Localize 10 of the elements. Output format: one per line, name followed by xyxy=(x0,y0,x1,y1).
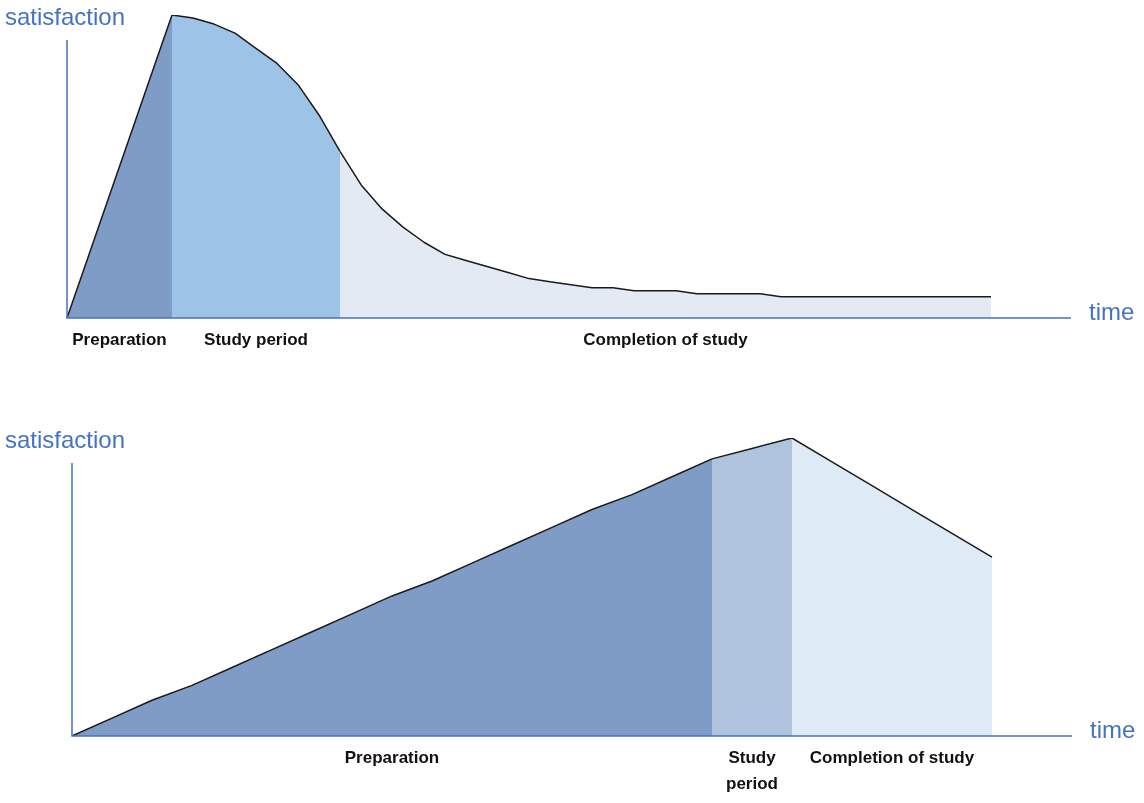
y-axis-title: satisfaction xyxy=(5,2,126,30)
y-axis-title: satisfaction xyxy=(5,425,126,453)
series-label: Preparation xyxy=(344,748,440,768)
x-axis-title: time xyxy=(1089,297,1135,325)
series-label: Completion of study xyxy=(583,330,749,350)
series-label: Completion of study xyxy=(809,748,975,768)
series-label: Study period xyxy=(726,748,778,794)
x-axis-title: time xyxy=(1090,715,1136,743)
series-label: Study period xyxy=(204,330,308,350)
series-label: Preparation xyxy=(72,330,167,350)
